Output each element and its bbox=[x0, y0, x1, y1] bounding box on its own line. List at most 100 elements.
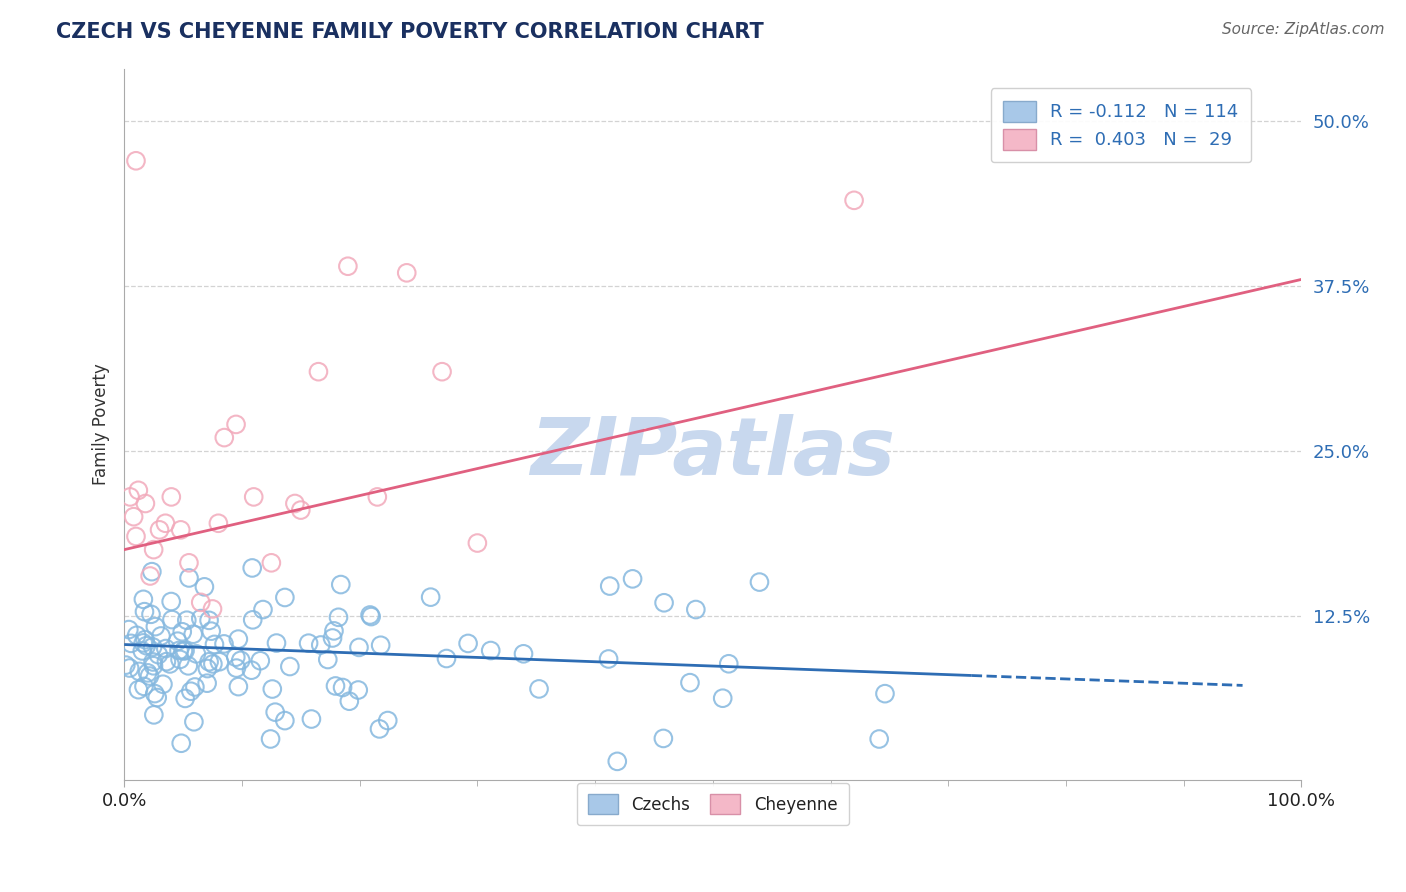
Point bbox=[131, 644, 153, 658]
Point bbox=[208, 655, 231, 669]
Point bbox=[259, 731, 281, 746]
Point bbox=[260, 556, 283, 570]
Point bbox=[127, 682, 149, 697]
Point bbox=[325, 679, 347, 693]
Point bbox=[134, 632, 156, 647]
Point bbox=[132, 592, 155, 607]
Point bbox=[370, 638, 392, 652]
Point bbox=[198, 655, 221, 669]
Point bbox=[266, 636, 288, 650]
Point bbox=[309, 638, 332, 652]
Point bbox=[139, 607, 162, 622]
Point bbox=[141, 565, 163, 579]
Point bbox=[368, 722, 391, 736]
Point bbox=[395, 266, 418, 280]
Point bbox=[336, 259, 359, 273]
Point bbox=[359, 607, 381, 622]
Point bbox=[166, 634, 188, 648]
Point bbox=[172, 644, 194, 658]
Point bbox=[139, 569, 162, 583]
Point bbox=[274, 591, 297, 605]
Point bbox=[467, 536, 489, 550]
Point bbox=[212, 637, 235, 651]
Point bbox=[679, 675, 702, 690]
Point bbox=[149, 629, 172, 643]
Point bbox=[436, 651, 458, 665]
Point bbox=[183, 714, 205, 729]
Point bbox=[120, 636, 142, 650]
Point bbox=[125, 529, 148, 543]
Point bbox=[193, 580, 215, 594]
Point bbox=[457, 636, 479, 650]
Point bbox=[264, 705, 287, 719]
Point bbox=[842, 194, 865, 208]
Point bbox=[377, 714, 399, 728]
Point bbox=[177, 556, 200, 570]
Point bbox=[329, 577, 352, 591]
Point bbox=[138, 669, 160, 683]
Point bbox=[201, 657, 224, 671]
Text: ZIPatlas: ZIPatlas bbox=[530, 414, 896, 491]
Point bbox=[598, 652, 620, 666]
Point bbox=[262, 681, 284, 696]
Point bbox=[152, 677, 174, 691]
Point bbox=[599, 579, 621, 593]
Point bbox=[155, 516, 177, 531]
Point bbox=[195, 662, 218, 676]
Point bbox=[155, 655, 177, 669]
Point bbox=[142, 640, 165, 654]
Point bbox=[621, 572, 644, 586]
Point bbox=[120, 490, 142, 504]
Point bbox=[652, 596, 675, 610]
Point bbox=[125, 628, 148, 642]
Point bbox=[143, 687, 166, 701]
Point bbox=[127, 483, 149, 498]
Point bbox=[190, 595, 212, 609]
Point bbox=[207, 516, 229, 531]
Point bbox=[132, 636, 155, 650]
Point bbox=[170, 523, 193, 537]
Text: CZECH VS CHEYENNE FAMILY POVERTY CORRELATION CHART: CZECH VS CHEYENNE FAMILY POVERTY CORRELA… bbox=[56, 22, 763, 42]
Point bbox=[332, 681, 354, 695]
Point bbox=[868, 731, 890, 746]
Point bbox=[190, 611, 212, 625]
Point bbox=[155, 641, 177, 656]
Point bbox=[177, 571, 200, 585]
Point bbox=[242, 613, 264, 627]
Point bbox=[177, 658, 200, 673]
Point bbox=[419, 590, 441, 604]
Legend: Czechs, Cheyenne: Czechs, Cheyenne bbox=[576, 783, 849, 825]
Point bbox=[249, 654, 271, 668]
Point bbox=[114, 658, 136, 673]
Point bbox=[873, 687, 896, 701]
Point bbox=[290, 503, 312, 517]
Point bbox=[167, 643, 190, 657]
Point bbox=[148, 523, 170, 537]
Point bbox=[142, 542, 165, 557]
Point bbox=[134, 496, 156, 510]
Point bbox=[160, 594, 183, 608]
Point bbox=[174, 691, 197, 706]
Point bbox=[252, 602, 274, 616]
Point bbox=[225, 661, 247, 675]
Point bbox=[176, 613, 198, 627]
Point bbox=[204, 637, 226, 651]
Point bbox=[652, 731, 675, 746]
Point bbox=[201, 602, 224, 616]
Point bbox=[159, 657, 181, 671]
Point bbox=[240, 561, 263, 575]
Point bbox=[143, 620, 166, 634]
Point bbox=[322, 631, 344, 645]
Point bbox=[132, 680, 155, 694]
Point bbox=[118, 661, 141, 675]
Point bbox=[118, 623, 141, 637]
Point bbox=[128, 665, 150, 679]
Point bbox=[479, 643, 502, 657]
Point bbox=[142, 707, 165, 722]
Point bbox=[274, 714, 297, 728]
Point bbox=[328, 610, 350, 624]
Point bbox=[527, 681, 550, 696]
Point bbox=[307, 365, 329, 379]
Point bbox=[225, 650, 247, 665]
Point bbox=[229, 653, 252, 667]
